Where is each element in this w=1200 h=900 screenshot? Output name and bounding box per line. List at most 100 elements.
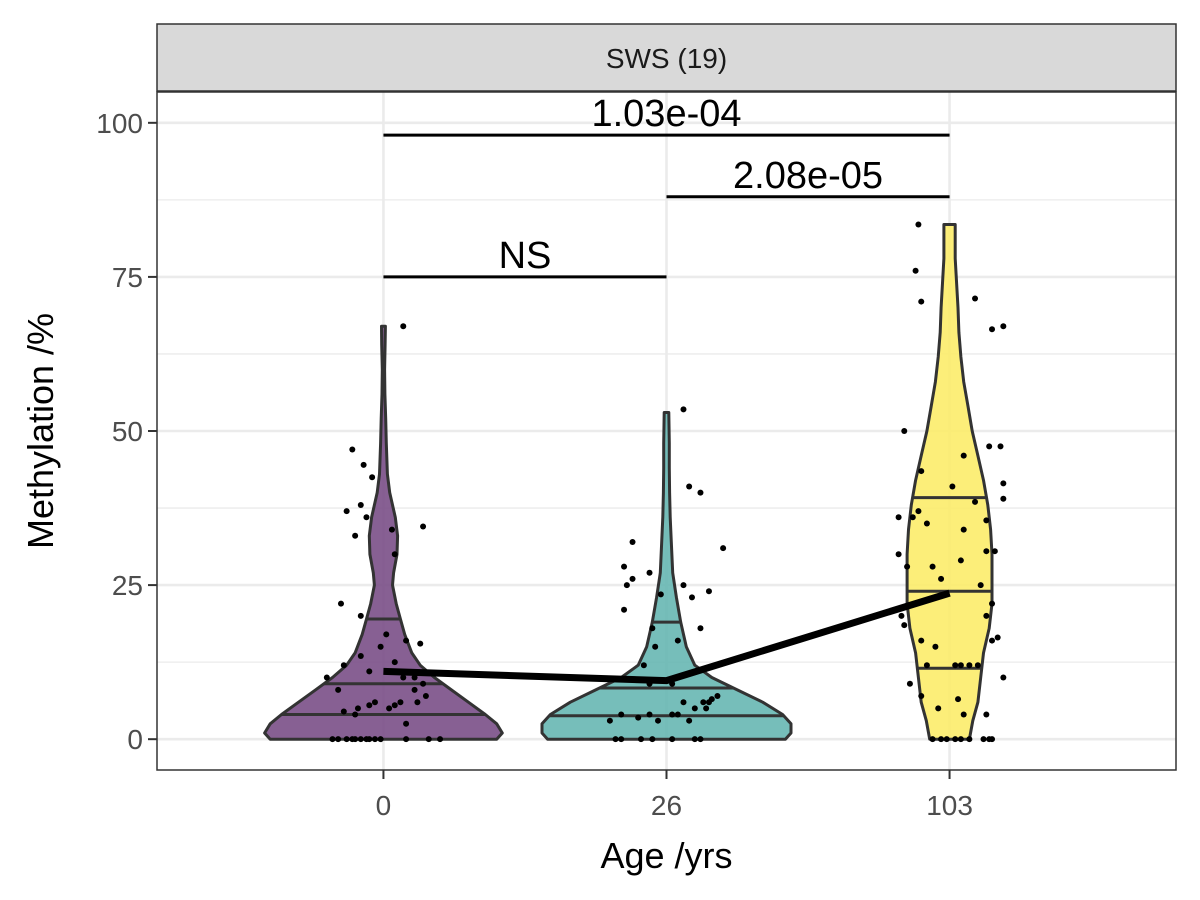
data-point-103 [957,736,964,743]
significance-label: 1.03e-04 [591,93,741,135]
data-point-26 [621,563,628,570]
data-point-0 [335,736,342,743]
data-point-103 [960,452,967,459]
data-point-26 [703,705,710,712]
data-point-103 [989,600,996,607]
data-point-0 [357,652,364,659]
data-point-26 [646,569,653,576]
data-point-26 [697,489,704,496]
data-point-103 [952,736,959,743]
data-point-103 [915,221,922,228]
data-point-0 [340,708,347,715]
data-point-0 [337,600,344,607]
strip-background [156,23,1177,92]
y-tick-label: 0 [127,724,143,755]
data-point-26 [612,736,619,743]
data-point-26 [688,594,695,601]
data-point-26 [708,696,715,703]
data-point-103 [955,696,962,703]
data-point-26 [646,711,653,718]
data-point-0 [391,702,398,709]
data-point-0 [343,736,350,743]
data-point-26 [700,699,707,706]
data-point-0 [388,526,395,533]
data-point-26 [680,406,687,413]
y-tick-label: 25 [112,570,143,601]
data-point-26 [686,483,693,490]
data-point-103 [980,736,987,743]
facet-label: SWS (19) [606,43,727,74]
data-point-26 [674,711,681,718]
data-point-26 [674,637,681,644]
data-point-26 [649,736,656,743]
x-tick-label: 0 [376,790,392,821]
data-point-103 [1000,480,1007,487]
data-point-0 [363,514,370,521]
mean-line [383,589,951,685]
data-point-26 [669,711,676,718]
significance-label: 2.08e-05 [733,155,883,197]
mean-trend-line [383,589,951,685]
data-point-103 [929,736,936,743]
data-point-103 [960,526,967,533]
data-point-103 [989,736,996,743]
data-point-26 [621,606,628,613]
data-point-103 [938,575,945,582]
y-tick-label: 75 [112,262,143,293]
data-point-0 [357,736,364,743]
data-point-103 [929,563,936,570]
data-point-26 [635,714,642,721]
data-point-0 [414,699,421,706]
data-point-103 [901,428,908,434]
data-point-103 [943,736,950,743]
data-point-0 [343,508,350,515]
data-point-103 [966,736,973,743]
data-point-26 [638,736,645,743]
data-point-0 [400,674,407,681]
data-point-103 [915,508,922,515]
data-point-26 [606,717,613,724]
data-point-0 [403,736,410,743]
data-point-0 [366,702,373,709]
data-point-0 [411,686,418,693]
data-point-0 [371,736,378,743]
data-point-26 [705,588,712,595]
violin-26 [540,411,793,741]
data-point-0 [422,693,429,700]
data-point-0 [366,736,373,743]
data-point-103 [935,705,942,712]
data-point-103 [904,563,911,570]
violin-0 [263,324,504,741]
data-point-103 [1000,495,1007,502]
data-point-103 [895,551,902,558]
data-point-0 [340,662,347,669]
strip: SWS (19) [156,23,1177,92]
data-point-103 [983,548,990,555]
data-point-103 [983,612,990,619]
data-point-103 [966,662,973,669]
data-point-26 [640,662,647,669]
data-point-103 [1000,323,1007,330]
data-point-103 [932,643,939,650]
data-point-103 [952,662,959,669]
data-point-0 [357,501,364,508]
data-point-26 [652,643,659,650]
data-point-0 [397,699,404,706]
data-point-26 [655,717,662,724]
data-point-103 [923,662,930,669]
data-point-103 [974,662,981,669]
y-axis-title: Methylation /% [20,313,61,549]
data-point-0 [360,461,367,468]
data-point-26 [691,705,698,712]
data-point-26 [697,625,704,632]
data-point-0 [400,323,407,330]
data-point-103 [986,443,993,450]
data-point-26 [629,575,636,582]
violins [263,223,994,741]
data-point-0 [417,640,424,647]
data-point-103 [994,634,1001,641]
data-point-103 [906,680,913,687]
data-point-26 [623,582,630,589]
data-point-0 [437,736,444,743]
